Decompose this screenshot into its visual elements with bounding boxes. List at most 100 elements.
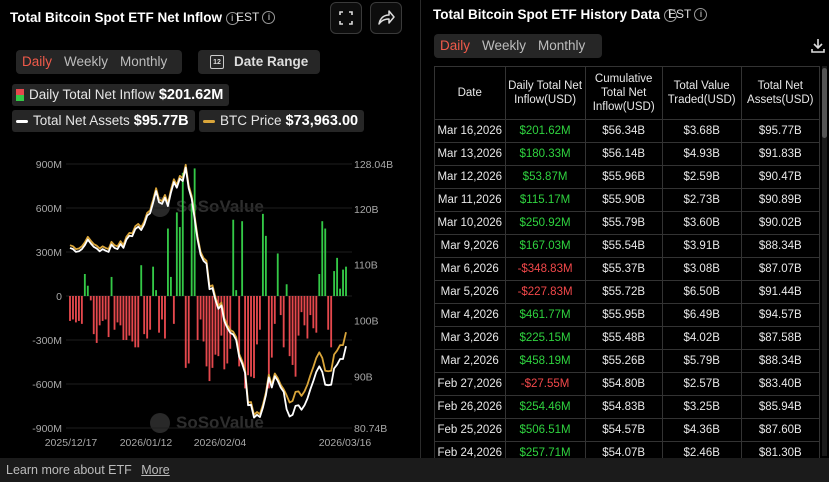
y-left-tick-label: 0: [56, 291, 62, 303]
cell-date: Mar 10,2026: [434, 211, 506, 235]
table-timezone: EST i: [668, 7, 708, 22]
cell-value-traded: $6.49B: [661, 303, 742, 327]
legend-total-assets[interactable]: Total Net Assets $95.77B: [12, 110, 195, 132]
col-net-assets[interactable]: Total Net Assets(USD): [740, 66, 821, 120]
inflow-bar: [321, 221, 324, 296]
col-value-traded[interactable]: Total Value Traded(USD): [661, 66, 742, 120]
table-body: Mar 16,2026 $201.62M $56.34B $3.68B $95.77B M…: [434, 119, 821, 465]
cell-date: Mar 2,2026: [434, 349, 506, 373]
download-button[interactable]: [808, 36, 828, 56]
inflow-bar: [134, 296, 137, 348]
table-row: Mar 10,2026 $250.92M $55.79B $3.60B $90.02B: [434, 211, 821, 235]
footer-more-link[interactable]: More: [141, 463, 170, 477]
inflow-chart[interactable]: SoSoValue SoSoValue 900M 600M 300M 0 -300M -60…: [0, 150, 420, 455]
inflow-bar: [83, 274, 86, 296]
legend-btc-label: BTC Price: [220, 113, 282, 128]
inflow-bar: [211, 296, 214, 368]
legend-daily-inflow[interactable]: Daily Total Net Inflow $201.62M: [12, 84, 230, 106]
table-info-icon[interactable]: i: [663, 8, 677, 22]
table-row: Mar 12,2026 $53.87M $55.96B $2.59B $90.47B: [434, 165, 821, 189]
table-tab-daily[interactable]: Daily: [440, 38, 471, 53]
inflow-bar: [149, 296, 152, 330]
y-left-tick-label: 300M: [36, 247, 62, 259]
table-scrollbar-thumb[interactable]: [822, 68, 827, 138]
table-header-row: Date Daily Total Net Inflow(USD) Cumulat…: [434, 66, 821, 120]
inflow-bar: [318, 274, 321, 296]
table-tab-monthly[interactable]: Monthly: [538, 38, 586, 53]
fullscreen-button[interactable]: [330, 2, 362, 34]
cell-net-assets: $91.44B: [740, 280, 821, 304]
table-tab-weekly[interactable]: Weekly: [482, 38, 527, 53]
cell-cumulative: $55.54B: [584, 234, 663, 258]
info-icon[interactable]: i: [225, 11, 239, 25]
inflow-bar: [333, 271, 336, 296]
inflow-bar: [241, 221, 244, 296]
inflow-bar: [95, 296, 98, 343]
table-scrollbar-track[interactable]: [822, 66, 827, 456]
inflow-bar: [175, 212, 178, 296]
legend-btc-price[interactable]: BTC Price $73,963.00: [199, 110, 365, 132]
inflow-bar: [172, 296, 175, 324]
cell-net-assets: $88.34B: [740, 349, 821, 373]
inflow-bar: [291, 296, 294, 365]
inflow-bar: [238, 296, 241, 367]
inflow-bar: [324, 228, 327, 296]
right-panel: Total Bitcoin Spot ETF History Data i ES…: [422, 0, 829, 465]
cell-daily-inflow: $167.03M: [504, 234, 586, 258]
cell-date: Mar 16,2026: [434, 119, 506, 143]
inflow-bar: [155, 290, 157, 296]
table-row: Mar 16,2026 $201.62M $56.34B $3.68B $95.77B: [434, 119, 821, 143]
cell-value-traded: $2.57B: [661, 372, 742, 396]
cell-daily-inflow: -$348.83M: [504, 257, 586, 281]
inflow-bar: [235, 290, 238, 296]
x-tick-label: 2026/01/12: [120, 437, 173, 449]
legend-assets-value: $95.77B: [133, 113, 189, 129]
y-left-tick-label: -900M: [32, 423, 62, 435]
timezone-info-icon[interactable]: i: [262, 11, 276, 25]
inflow-bar: [300, 296, 303, 313]
cell-value-traded: $4.93B: [661, 142, 742, 166]
tab-monthly[interactable]: Monthly: [120, 54, 168, 69]
inflow-bar: [270, 296, 273, 358]
inflow-bar: [146, 296, 149, 339]
tab-daily[interactable]: Daily: [22, 54, 53, 69]
inflow-bar: [137, 296, 140, 348]
table-row: Mar 5,2026 -$227.83M $55.72B $6.50B $91.44B: [434, 280, 821, 304]
cell-date: Mar 13,2026: [434, 142, 506, 166]
inflow-bar: [167, 228, 169, 296]
table-period-tabs: Daily Weekly Monthly: [434, 34, 602, 58]
inflow-bar: [330, 296, 333, 348]
inflow-bar: [190, 203, 193, 296]
col-cumulative[interactable]: Cumulative Total Net Inflow(USD): [584, 66, 663, 120]
inflow-bar: [89, 296, 92, 301]
tab-weekly[interactable]: Weekly: [64, 54, 109, 69]
inflow-bar: [339, 288, 341, 296]
col-date[interactable]: Date: [434, 66, 506, 120]
table-title-text: Total Bitcoin Spot ETF History Data: [433, 7, 661, 22]
inflow-bar: [345, 266, 347, 296]
y-left-tick-label: 600M: [36, 203, 62, 215]
cell-cumulative: $55.79B: [584, 211, 663, 235]
download-icon: [811, 39, 825, 53]
inflow-bar: [226, 296, 229, 364]
cell-daily-inflow: $254.46M: [504, 395, 586, 419]
date-range-button[interactable]: 12 Date Range: [198, 50, 320, 74]
inflow-bar: [303, 296, 306, 326]
inflow-bar: [119, 296, 122, 326]
cell-daily-inflow: $458.19M: [504, 349, 586, 373]
cell-value-traded: $4.36B: [661, 418, 742, 442]
inflow-bar: [336, 257, 339, 296]
inflow-bar: [244, 296, 247, 389]
col-daily-inflow[interactable]: Daily Total Net Inflow(USD): [504, 66, 586, 120]
inflow-bar: [75, 296, 77, 323]
cell-date: Mar 3,2026: [434, 326, 506, 350]
cell-value-traded: $5.79B: [661, 349, 742, 373]
inflow-bar: [267, 296, 270, 389]
cell-daily-inflow: $461.77M: [504, 303, 586, 327]
footer-text: Learn more about ETF: [6, 463, 132, 477]
cell-net-assets: $88.34B: [740, 234, 821, 258]
table-timezone-info-icon[interactable]: i: [694, 8, 708, 22]
share-button[interactable]: [370, 2, 402, 34]
inflow-bar: [169, 276, 172, 296]
inflow-bar: [220, 296, 223, 336]
